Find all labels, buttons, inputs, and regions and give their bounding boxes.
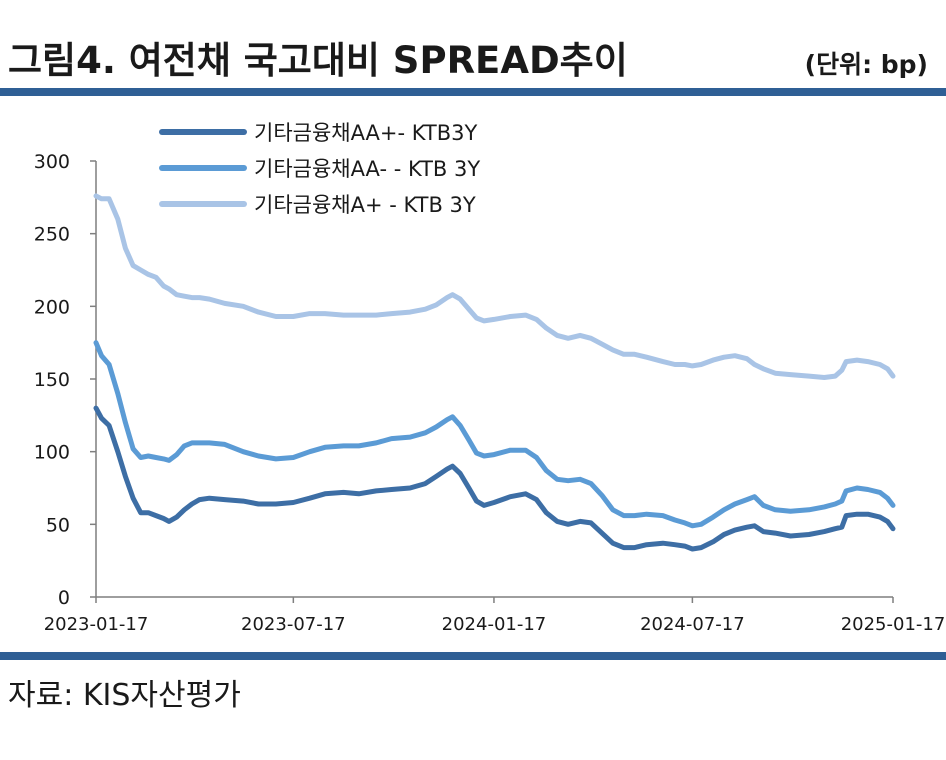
legend-label-3: 기타금융채A+ - KTB 3Y xyxy=(254,193,476,217)
x-tick-label: 2025-01-17 xyxy=(841,614,946,635)
axes: 0 50 100 150 200 250 300 2023-01-17 2023-07-17 20… xyxy=(34,151,946,635)
y-tick-label: 200 xyxy=(34,296,70,318)
chart-title: 그림4. 여전채 국고대비 SPREAD추이 xyxy=(8,39,628,82)
bottom-divider xyxy=(0,652,946,660)
y-tick-label: 100 xyxy=(34,442,70,464)
y-tick-label: 50 xyxy=(46,514,70,536)
x-tick-label: 2023-07-17 xyxy=(241,614,346,635)
x-tick-label: 2023-01-17 xyxy=(44,614,149,635)
legend-label-1: 기타금융채AA+- KTB3Y xyxy=(254,121,477,145)
x-tick-label: 2024-01-17 xyxy=(442,614,547,635)
line-chart: 0 50 100 150 200 250 300 2023-01-17 2023-07-17 20… xyxy=(34,121,946,635)
legend: 기타금융채AA+- KTB3Y 기타금융채AA- - KTB 3Y 기타금융채A+ … xyxy=(159,121,480,217)
unit-label: (단위: bp) xyxy=(804,50,928,79)
y-tick-label: 0 xyxy=(58,587,70,609)
legend-label-2: 기타금융채AA- - KTB 3Y xyxy=(254,157,480,181)
series-layer xyxy=(93,193,896,552)
y-tick-label: 300 xyxy=(34,151,70,173)
x-tick-label: 2024-07-17 xyxy=(640,614,745,635)
top-divider xyxy=(0,88,946,96)
y-tick-label: 250 xyxy=(34,224,70,246)
series-line-2 xyxy=(93,340,896,529)
y-tick-label: 150 xyxy=(34,369,70,391)
series-line-1 xyxy=(93,405,896,552)
source-note: 자료: KIS자산평가 xyxy=(8,678,241,713)
series-line-3 xyxy=(93,193,896,380)
